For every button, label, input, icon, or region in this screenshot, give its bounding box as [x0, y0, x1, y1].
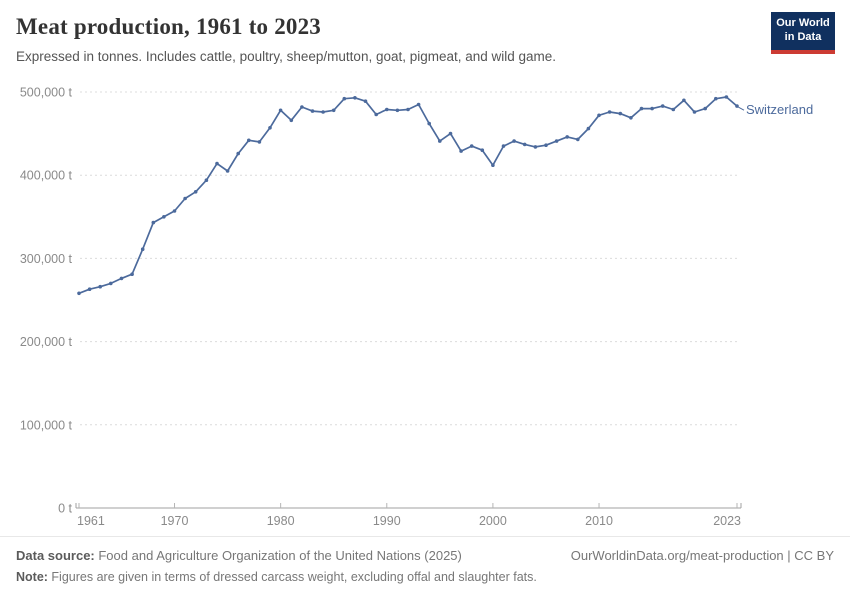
data-point: [597, 113, 601, 118]
data-point: [714, 96, 718, 101]
data-point: [289, 118, 294, 123]
entity-label-switzerland[interactable]: Switzerland: [746, 102, 813, 117]
x-axis-tick-label: 2000: [479, 514, 507, 528]
note-text: Figures are given in terms of dressed ca…: [47, 570, 537, 584]
data-point: [363, 99, 368, 103]
y-axis-tick-label: 200,000 t: [20, 335, 73, 349]
data-point: [480, 148, 485, 152]
data-point: [491, 163, 495, 167]
data-point: [193, 190, 198, 194]
data-point: [247, 138, 251, 143]
x-axis-tick-label: 2023: [713, 514, 741, 528]
data-point: [77, 291, 81, 296]
data-point: [310, 109, 315, 113]
data-point: [331, 108, 336, 113]
data-point: [321, 110, 325, 114]
data-point: [671, 107, 676, 112]
data-point: [576, 137, 580, 142]
note-label: Note:: [16, 570, 48, 584]
label-connector: [738, 106, 745, 111]
data-source-line: Data source: Food and Agriculture Organi…: [16, 548, 834, 563]
data-point: [236, 151, 240, 156]
page-subtitle: Expressed in tonnes. Includes cattle, po…: [16, 49, 557, 64]
data-point: [692, 110, 697, 114]
y-axis-tick-label: 500,000 t: [20, 86, 73, 100]
data-point: [565, 135, 569, 139]
data-point: [724, 95, 729, 99]
data-point: [427, 121, 432, 126]
x-axis-tick-label: 1980: [267, 514, 295, 528]
data-point: [87, 287, 92, 292]
data-point: [650, 106, 654, 111]
owid-logo[interactable]: Our World in Data: [771, 12, 835, 54]
data-point: [682, 98, 686, 103]
owid-logo-line2: in Data: [784, 31, 822, 43]
data-point: [257, 140, 262, 144]
data-point: [522, 142, 527, 147]
y-axis-tick-label: 100,000 t: [20, 418, 73, 432]
chart-footer: Data source: Food and Agriculture Organi…: [0, 536, 850, 600]
data-point: [607, 110, 612, 114]
data-point: [268, 126, 272, 130]
data-source-text: Food and Agriculture Organization of the…: [94, 548, 462, 563]
data-point: [98, 284, 102, 289]
data-point: [406, 107, 410, 112]
data-point: [629, 116, 633, 120]
note-line: Note: Figures are given in terms of dres…: [16, 570, 537, 584]
y-axis-tick-label: 300,000 t: [20, 252, 73, 266]
line-chart: 0 t 100,000 t 200,000 t 300,000 t 400,000 t 5…: [20, 86, 813, 529]
y-axis-tick-label: 400,000 t: [20, 169, 73, 183]
data-point: [395, 108, 400, 113]
data-point: [554, 139, 559, 143]
data-point: [172, 209, 177, 213]
data-point: [385, 107, 389, 112]
data-point: [703, 106, 707, 111]
footer-link[interactable]: OurWorldinData.org/meat-production | CC …: [570, 548, 834, 563]
chart-header: Meat production, 1961 to 2023 Expressed …: [16, 14, 756, 64]
data-point: [162, 215, 166, 219]
data-point: [586, 126, 591, 131]
data-point: [533, 145, 538, 149]
data-point: [130, 272, 134, 277]
data-point: [300, 105, 304, 109]
data-point: [438, 139, 442, 143]
x-axis-tick-label: 1970: [161, 514, 189, 528]
data-point: [151, 220, 156, 225]
data-point: [225, 169, 230, 173]
data-point: [204, 178, 209, 182]
data-point: [469, 144, 474, 148]
data-point: [374, 112, 379, 117]
y-axis-tick-label: 0 t: [58, 502, 72, 516]
data-point: [618, 111, 623, 116]
data-point: [416, 102, 421, 107]
data-point: [459, 149, 463, 153]
data-point: [639, 106, 644, 111]
data-source-label: Data source:: [16, 548, 95, 563]
data-point: [448, 131, 453, 136]
x-axis-tick-label: 1961: [77, 514, 105, 528]
data-point: [342, 96, 347, 101]
data-point: [140, 247, 145, 251]
x-axis-tick-label: 2010: [585, 514, 613, 528]
data-point: [353, 96, 357, 100]
data-point: [109, 281, 113, 286]
data-point: [183, 196, 187, 201]
data-point: [119, 276, 124, 281]
x-axis-tick-label: 1990: [373, 514, 401, 528]
page-title: Meat production, 1961 to 2023: [16, 14, 322, 39]
owid-logo-line1: Our World: [776, 17, 830, 29]
data-line-switzerland: [78, 96, 738, 295]
data-point: [735, 104, 739, 108]
data-point: [501, 144, 506, 148]
data-point: [660, 104, 665, 108]
data-point: [512, 139, 516, 143]
data-point: [278, 108, 283, 113]
data-point: [215, 161, 219, 166]
data-point: [544, 143, 548, 147]
